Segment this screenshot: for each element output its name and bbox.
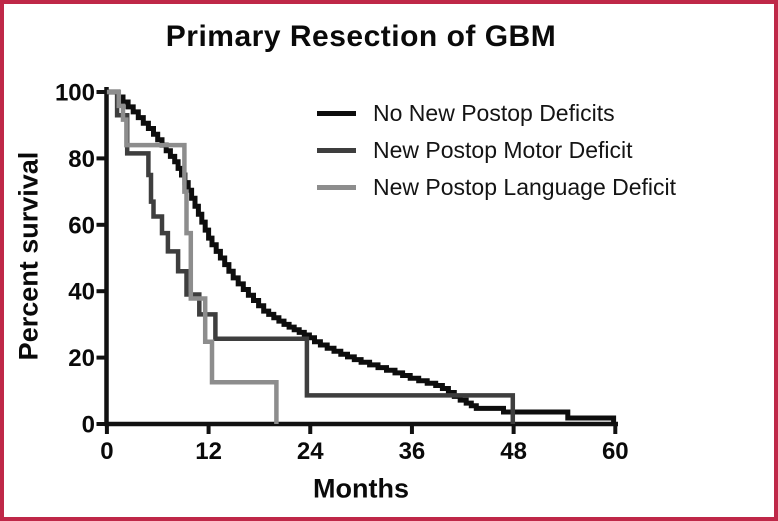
x-tick-label: 24 <box>297 438 324 465</box>
y-axis-title: Percent survival <box>13 151 44 361</box>
y-tick-label: 80 <box>68 146 95 173</box>
series-curve-new-postop-language-deficit <box>106 89 279 424</box>
legend-item-new-postop-motor-deficit: New Postop Motor Deficit <box>317 132 676 169</box>
x-axis-title: Months <box>313 473 409 504</box>
x-tick-label: 0 <box>100 438 113 465</box>
series-curve-new-postop-motor-deficit <box>106 89 516 424</box>
legend-label-new-postop-motor-deficit: New Postop Motor Deficit <box>373 137 633 163</box>
x-tick-label: 36 <box>399 438 426 465</box>
legend-swatch-new-postop-language-deficit <box>317 185 356 190</box>
y-tick-label: 60 <box>68 212 95 239</box>
x-tick-label: 12 <box>195 438 222 465</box>
legend-swatch-no-new-postop-deficits <box>317 111 356 116</box>
x-tick-label: 48 <box>500 438 527 465</box>
legend-label-no-new-postop-deficits: No New Postop Deficits <box>373 100 615 126</box>
x-tick-label: 60 <box>602 438 629 465</box>
legend: No New Postop Deficits New Postop Motor … <box>317 95 676 206</box>
legend-item-new-postop-language-deficit: New Postop Language Deficit <box>317 169 676 206</box>
y-tick-label: 100 <box>55 80 95 107</box>
legend-swatch-new-postop-motor-deficit <box>317 148 356 153</box>
series-curve-no-new-postop-deficits <box>106 89 617 424</box>
legend-label-new-postop-language-deficit: New Postop Language Deficit <box>373 174 677 200</box>
y-tick-label: 20 <box>68 345 95 372</box>
y-tick-label: 40 <box>68 279 95 306</box>
chart-title: Primary Resection of GBM <box>165 20 557 53</box>
legend-item-no-new-postop-deficits: No New Postop Deficits <box>317 95 676 132</box>
y-tick-label: 0 <box>82 412 95 439</box>
